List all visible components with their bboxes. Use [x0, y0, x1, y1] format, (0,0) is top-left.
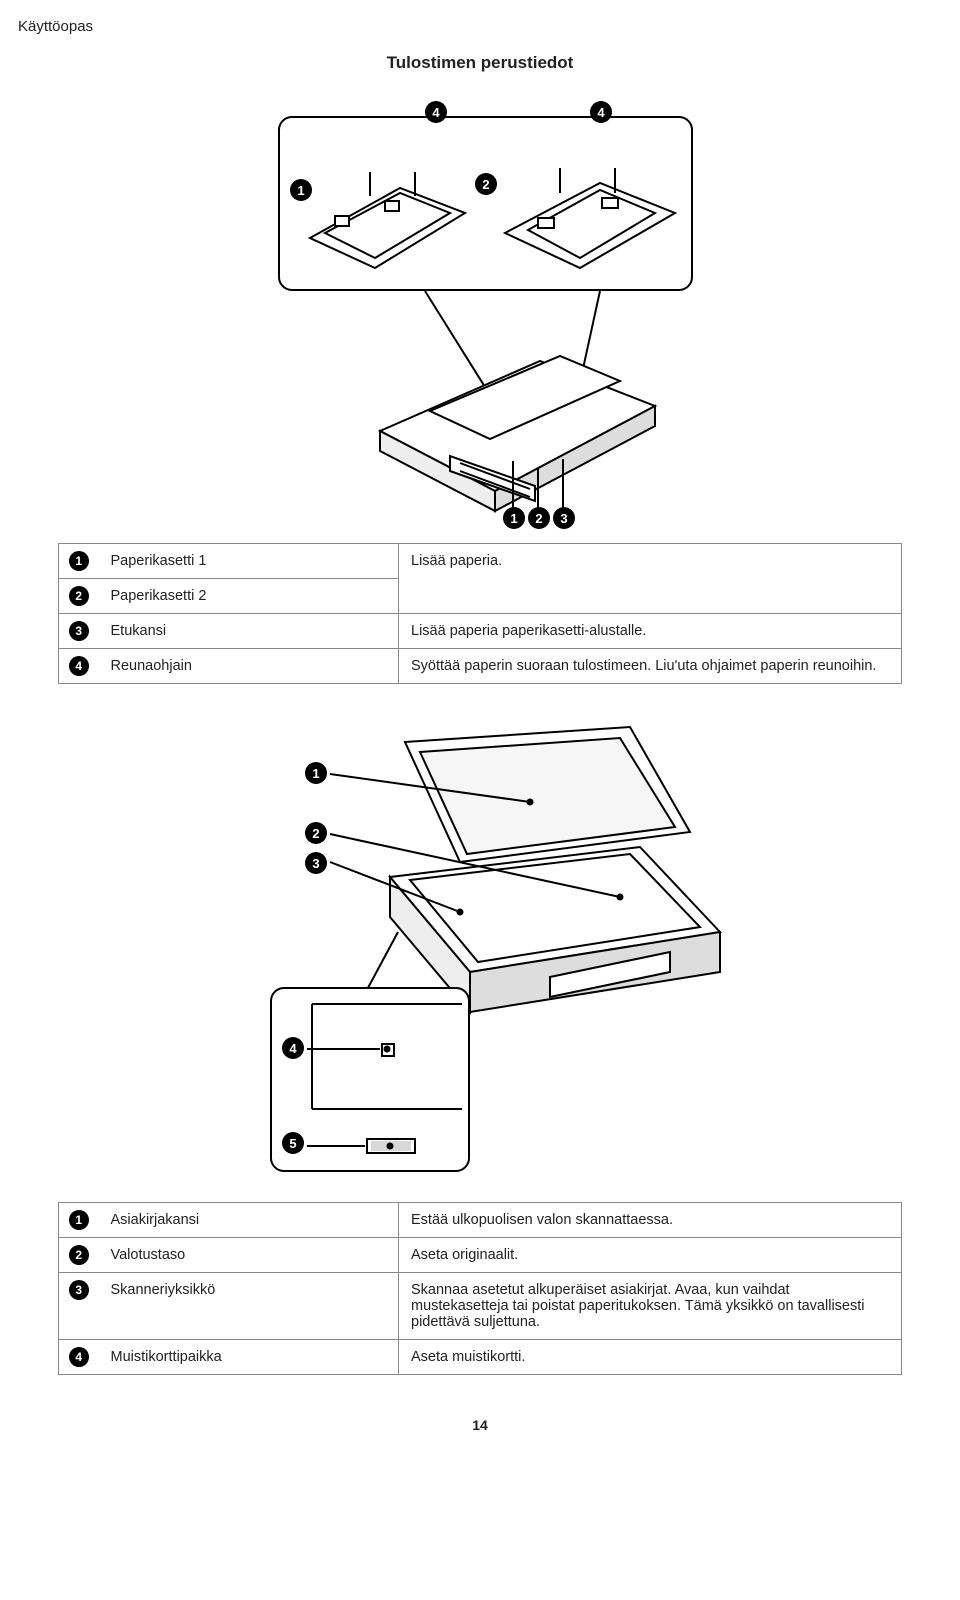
- part-desc: Aseta muistikortti.: [399, 1340, 902, 1375]
- row-badge: 2: [69, 1245, 89, 1265]
- part-name: Paperikasetti 1: [99, 544, 399, 579]
- part-name: Valotustaso: [99, 1238, 399, 1273]
- table-row: 2 Valotustaso Aseta originaalit.: [59, 1238, 902, 1273]
- badge-fig1-lower-3: 3: [553, 507, 575, 529]
- cassette-sketch: [280, 118, 695, 293]
- row-badge: 2: [69, 586, 89, 606]
- badge-fig1-lower-1: 1: [503, 507, 525, 529]
- part-desc: Aseta originaalit.: [399, 1238, 902, 1273]
- badge-fig2-1: 1: [305, 762, 327, 784]
- badge-fig2-4: 4: [282, 1037, 304, 1059]
- part-desc: Skannaa asetetut alkuperäiset asiakirjat…: [399, 1273, 902, 1340]
- parts-table-2: 1 Asiakirjakansi Estää ulkopuolisen valo…: [58, 1202, 902, 1375]
- table-row: 1 Paperikasetti 1 Lisää paperia.: [59, 544, 902, 579]
- figure-paper-cassettes: 4 4 1 2 1: [220, 101, 740, 531]
- row-badge: 3: [69, 1280, 89, 1300]
- page: Käyttöopas Tulostimen perustiedot: [0, 0, 960, 1473]
- figure-scanner-unit: 1 2 3: [200, 712, 760, 1192]
- part-name: Asiakirjakansi: [99, 1203, 399, 1238]
- badge-fig2-3: 3: [305, 852, 327, 874]
- table-row: 1 Asiakirjakansi Estää ulkopuolisen valo…: [59, 1203, 902, 1238]
- part-name: Muistikorttipaikka: [99, 1340, 399, 1375]
- callout-box-cassettes: [278, 116, 693, 291]
- badge-fig1-top-left: 4: [425, 101, 447, 123]
- section-title: Tulostimen perustiedot: [58, 53, 902, 73]
- row-badge: 4: [69, 656, 89, 676]
- page-number: 14: [58, 1417, 902, 1433]
- badge-fig2-5: 5: [282, 1132, 304, 1154]
- row-badge: 4: [69, 1347, 89, 1367]
- badge-fig1-side-1: 1: [290, 179, 312, 201]
- badge-fig1-lower-2: 2: [528, 507, 550, 529]
- part-desc: Lisää paperia.: [399, 544, 902, 614]
- part-name: Skanneriyksikkö: [99, 1273, 399, 1340]
- row-badge: 1: [69, 551, 89, 571]
- part-name: Etukansi: [99, 614, 399, 649]
- part-name: Reunaohjain: [99, 649, 399, 684]
- badge-fig1-side-2: 2: [475, 173, 497, 195]
- printer-sketch: [360, 351, 670, 521]
- badge-fig2-2: 2: [305, 822, 327, 844]
- table-row: 3 Etukansi Lisää paperia paperikasetti-a…: [59, 614, 902, 649]
- part-desc: Lisää paperia paperikasetti-alustalle.: [399, 614, 902, 649]
- parts-table-1: 1 Paperikasetti 1 Lisää paperia. 2 Paper…: [58, 543, 902, 684]
- badge-fig1-top-right: 4: [590, 101, 612, 123]
- table-row: 4 Muistikorttipaikka Aseta muistikortti.: [59, 1340, 902, 1375]
- row-badge: 3: [69, 621, 89, 641]
- table-row: 4 Reunaohjain Syöttää paperin suoraan tu…: [59, 649, 902, 684]
- part-desc: Estää ulkopuolisen valon skannattaessa.: [399, 1203, 902, 1238]
- part-desc: Syöttää paperin suoraan tulostimeen. Liu…: [399, 649, 902, 684]
- table-row: 3 Skanneriyksikkö Skannaa asetetut alkup…: [59, 1273, 902, 1340]
- part-name: Paperikasetti 2: [99, 579, 399, 614]
- doc-title: Käyttöopas: [18, 18, 902, 35]
- row-badge: 1: [69, 1210, 89, 1230]
